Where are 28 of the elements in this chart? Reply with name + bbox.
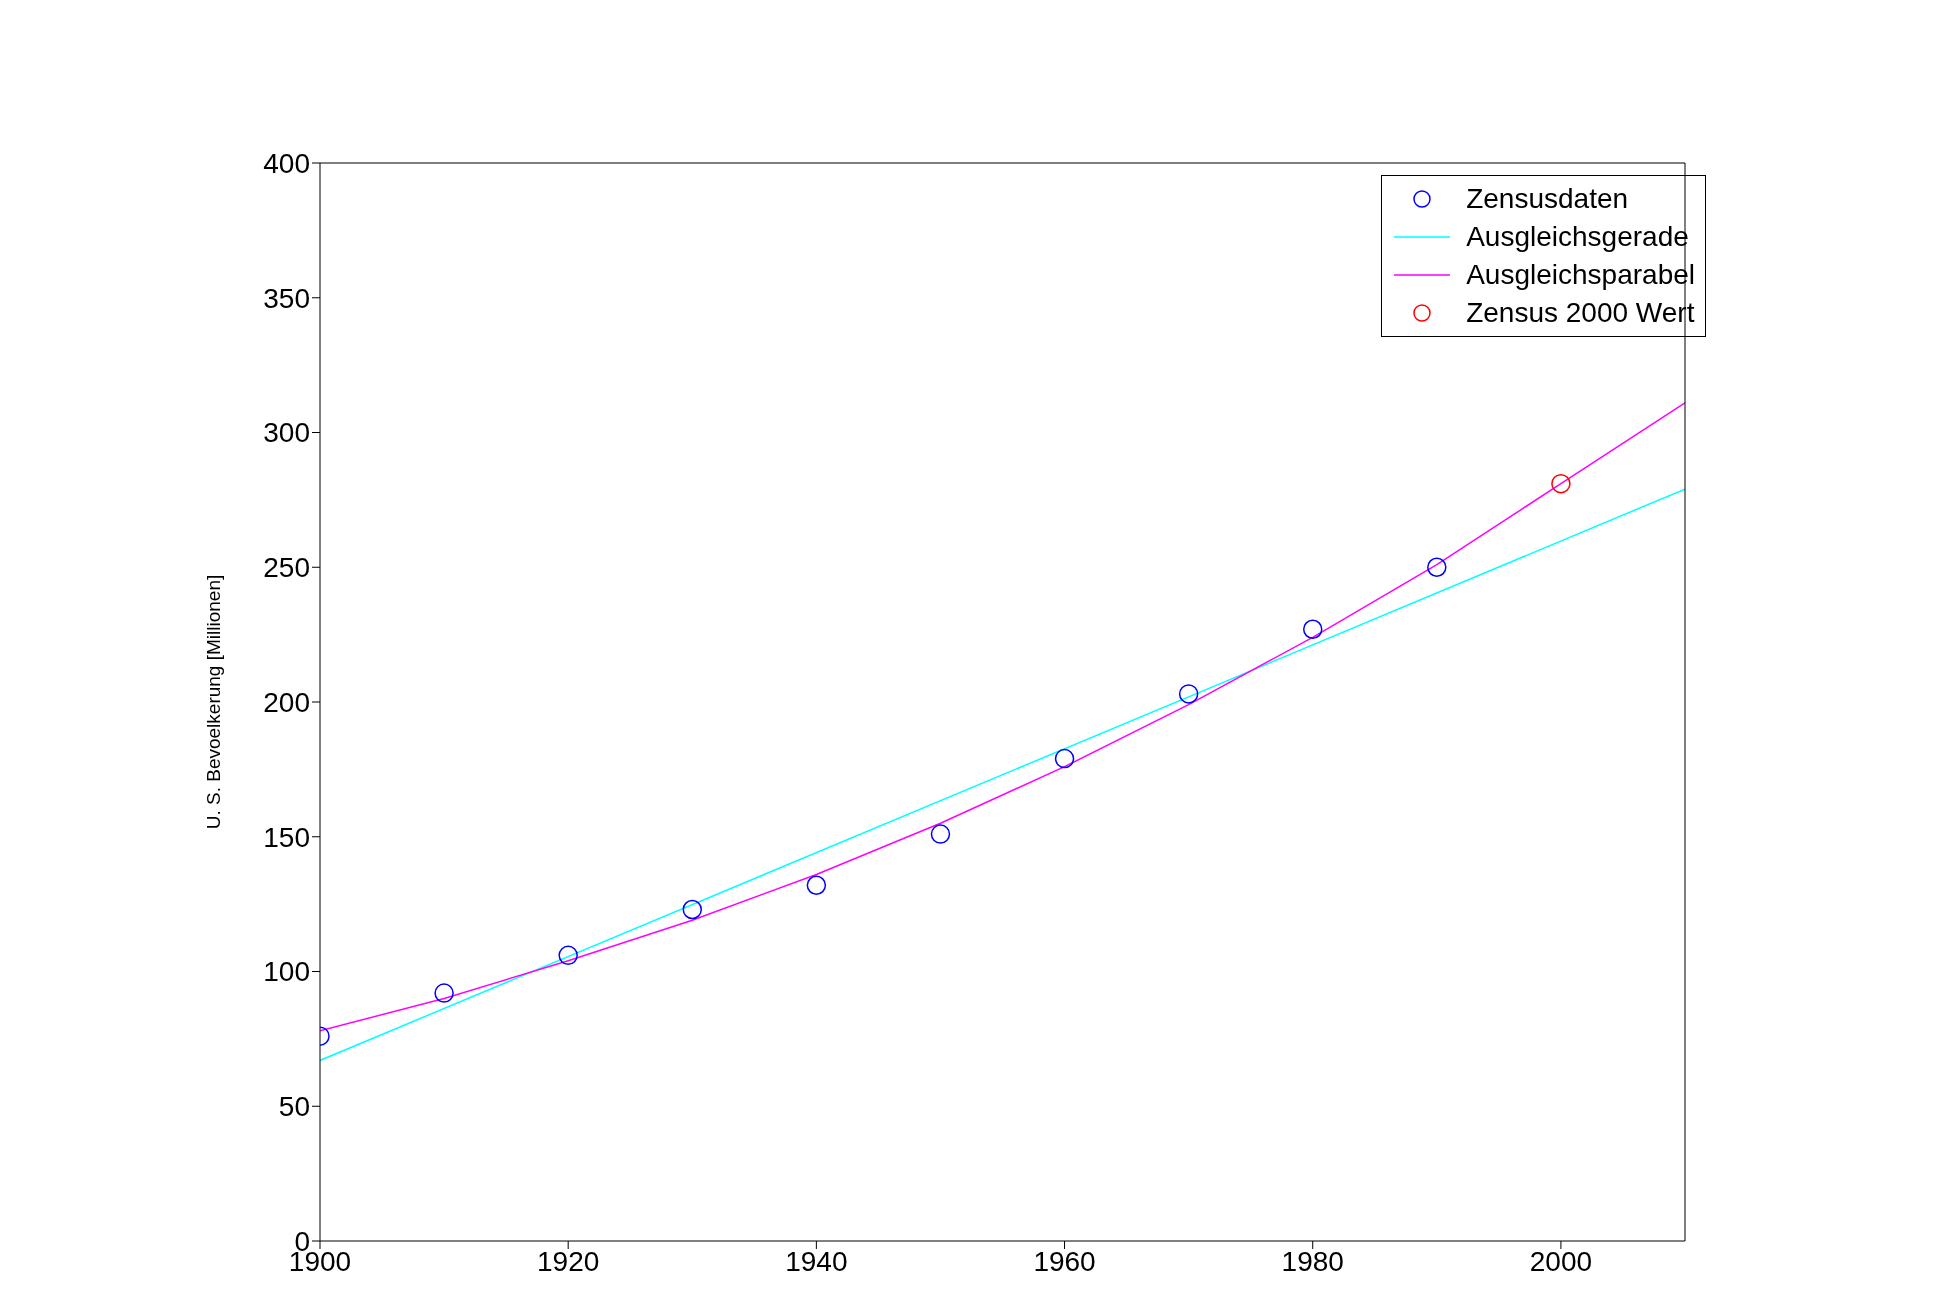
y-tick-label: 150 <box>263 821 310 853</box>
point <box>434 983 454 1003</box>
y-tick-label: 400 <box>263 147 310 179</box>
point <box>682 899 703 920</box>
y-tick-label: 200 <box>263 686 310 718</box>
x-tick-label: 2000 <box>1529 1245 1593 1277</box>
point <box>1178 684 1199 704</box>
x-tick-label: 1920 <box>537 1245 600 1277</box>
y-tick-label: 250 <box>263 552 310 584</box>
point <box>930 824 951 844</box>
point <box>1054 748 1075 769</box>
x-tick-label: 1940 <box>785 1245 848 1277</box>
y-axis-title: U. S. Bevoelkerung [Millionen] <box>203 574 224 830</box>
y-tick-label: 300 <box>263 417 310 449</box>
y-tick-label: 50 <box>278 1091 310 1123</box>
y-tick-label: 100 <box>263 956 310 988</box>
x-tick-label: 1980 <box>1281 1245 1344 1277</box>
point <box>1302 619 1323 639</box>
y-tick-label: 350 <box>263 282 310 314</box>
point <box>1551 473 1571 494</box>
legend-label: Zensus 2000 Wert <box>1466 297 1695 329</box>
legend-label: Zensusdaten <box>1466 183 1629 215</box>
point <box>806 875 827 896</box>
point <box>558 945 578 966</box>
x-tick-label: 1960 <box>1033 1245 1096 1277</box>
legend-label: Ausgleichsgerade <box>1466 221 1689 253</box>
legend-label: Ausgleichsparabel <box>1466 259 1695 291</box>
point <box>1427 557 1447 577</box>
